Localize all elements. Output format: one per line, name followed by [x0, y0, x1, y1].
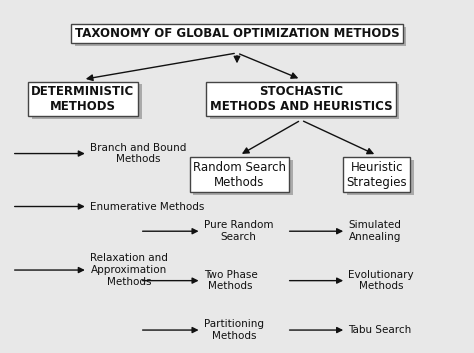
Text: Pure Random
Search: Pure Random Search — [204, 220, 273, 242]
Text: STOCHASTIC
METHODS AND HEURISTICS: STOCHASTIC METHODS AND HEURISTICS — [213, 88, 396, 116]
Text: TAXONOMY OF GLOBAL OPTIMIZATION METHODS: TAXONOMY OF GLOBAL OPTIMIZATION METHODS — [75, 27, 399, 40]
Text: Heuristic
Strategies: Heuristic Strategies — [350, 163, 411, 192]
Text: Evolutionary
Methods: Evolutionary Methods — [348, 270, 414, 292]
Text: TAXONOMY OF GLOBAL OPTIMIZATION METHODS: TAXONOMY OF GLOBAL OPTIMIZATION METHODS — [79, 30, 403, 43]
Text: Random Search
Methods: Random Search Methods — [193, 161, 286, 189]
Text: Enumerative Methods: Enumerative Methods — [90, 202, 204, 211]
Text: Two Phase
Methods: Two Phase Methods — [204, 270, 257, 292]
Text: DETERMINISTIC
METHODS: DETERMINISTIC METHODS — [31, 85, 135, 113]
Text: Tabu Search: Tabu Search — [348, 325, 411, 335]
Text: Branch and Bound
Methods: Branch and Bound Methods — [90, 143, 186, 164]
Text: Partitioning
Methods: Partitioning Methods — [204, 319, 264, 341]
Text: Simulated
Annealing: Simulated Annealing — [348, 220, 401, 242]
Text: STOCHASTIC
METHODS AND HEURISTICS: STOCHASTIC METHODS AND HEURISTICS — [210, 85, 392, 113]
Text: Random Search
Methods: Random Search Methods — [197, 163, 290, 192]
Text: DETERMINISTIC
METHODS: DETERMINISTIC METHODS — [35, 88, 138, 116]
Text: Relaxation and
Approximation
Methods: Relaxation and Approximation Methods — [90, 253, 168, 287]
Text: Heuristic
Strategies: Heuristic Strategies — [346, 161, 407, 189]
